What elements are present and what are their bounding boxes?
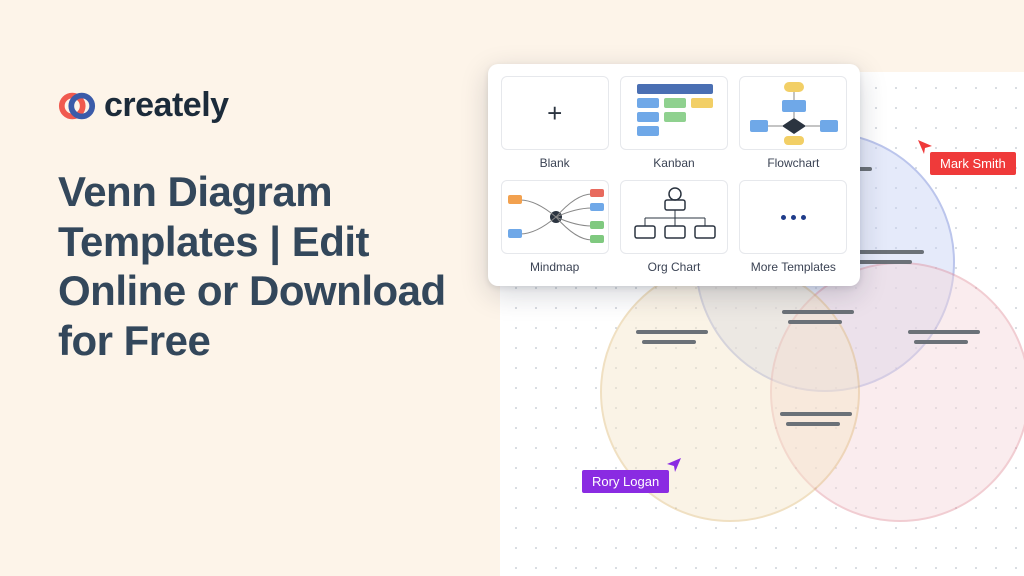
template-thumb: + xyxy=(501,76,609,150)
plus-icon: + xyxy=(547,98,562,129)
template-label: Org Chart xyxy=(648,260,701,274)
template-label: Flowchart xyxy=(767,156,819,170)
template-thumb xyxy=(739,76,847,150)
placeholder-text xyxy=(852,250,924,264)
template-orgchart[interactable]: Org Chart xyxy=(619,180,728,274)
more-icon xyxy=(781,215,806,220)
placeholder-text xyxy=(782,310,854,324)
collaborator-cursor: Mark Smith xyxy=(930,152,1016,175)
collaborator-cursor: Rory Logan xyxy=(582,470,669,493)
template-blank[interactable]: + Blank xyxy=(500,76,609,170)
brand-logo: creately xyxy=(58,86,488,125)
template-thumb xyxy=(620,76,728,150)
kanban-icon xyxy=(621,76,727,150)
template-picker: + Blank Kanban Flowchart xyxy=(488,64,860,286)
template-label: Blank xyxy=(540,156,570,170)
template-thumb xyxy=(620,180,728,254)
template-thumb xyxy=(739,180,847,254)
template-thumb xyxy=(501,180,609,254)
placeholder-text xyxy=(908,330,980,344)
template-label: More Templates xyxy=(751,260,836,274)
brand-name: creately xyxy=(104,86,229,125)
diagram-canvas[interactable]: Mark Smith Rory Logan + Blank Kanban Flowc… xyxy=(500,72,1024,576)
placeholder-text xyxy=(780,412,852,426)
logo-icon xyxy=(58,87,96,125)
template-mindmap[interactable]: Mindmap xyxy=(500,180,609,274)
template-label: Mindmap xyxy=(530,260,579,274)
page-title: Venn Diagram Templates | Edit Online or … xyxy=(58,167,488,365)
template-label: Kanban xyxy=(653,156,694,170)
placeholder-text xyxy=(636,330,708,344)
mindmap-icon xyxy=(502,180,608,254)
flowchart-icon xyxy=(740,76,846,150)
cursor-arrow-icon xyxy=(665,458,681,474)
cursor-arrow-icon xyxy=(918,140,934,156)
template-kanban[interactable]: Kanban xyxy=(619,76,728,170)
orgchart-icon xyxy=(621,180,727,254)
template-more[interactable]: More Templates xyxy=(739,180,848,274)
template-flowchart[interactable]: Flowchart xyxy=(739,76,848,170)
